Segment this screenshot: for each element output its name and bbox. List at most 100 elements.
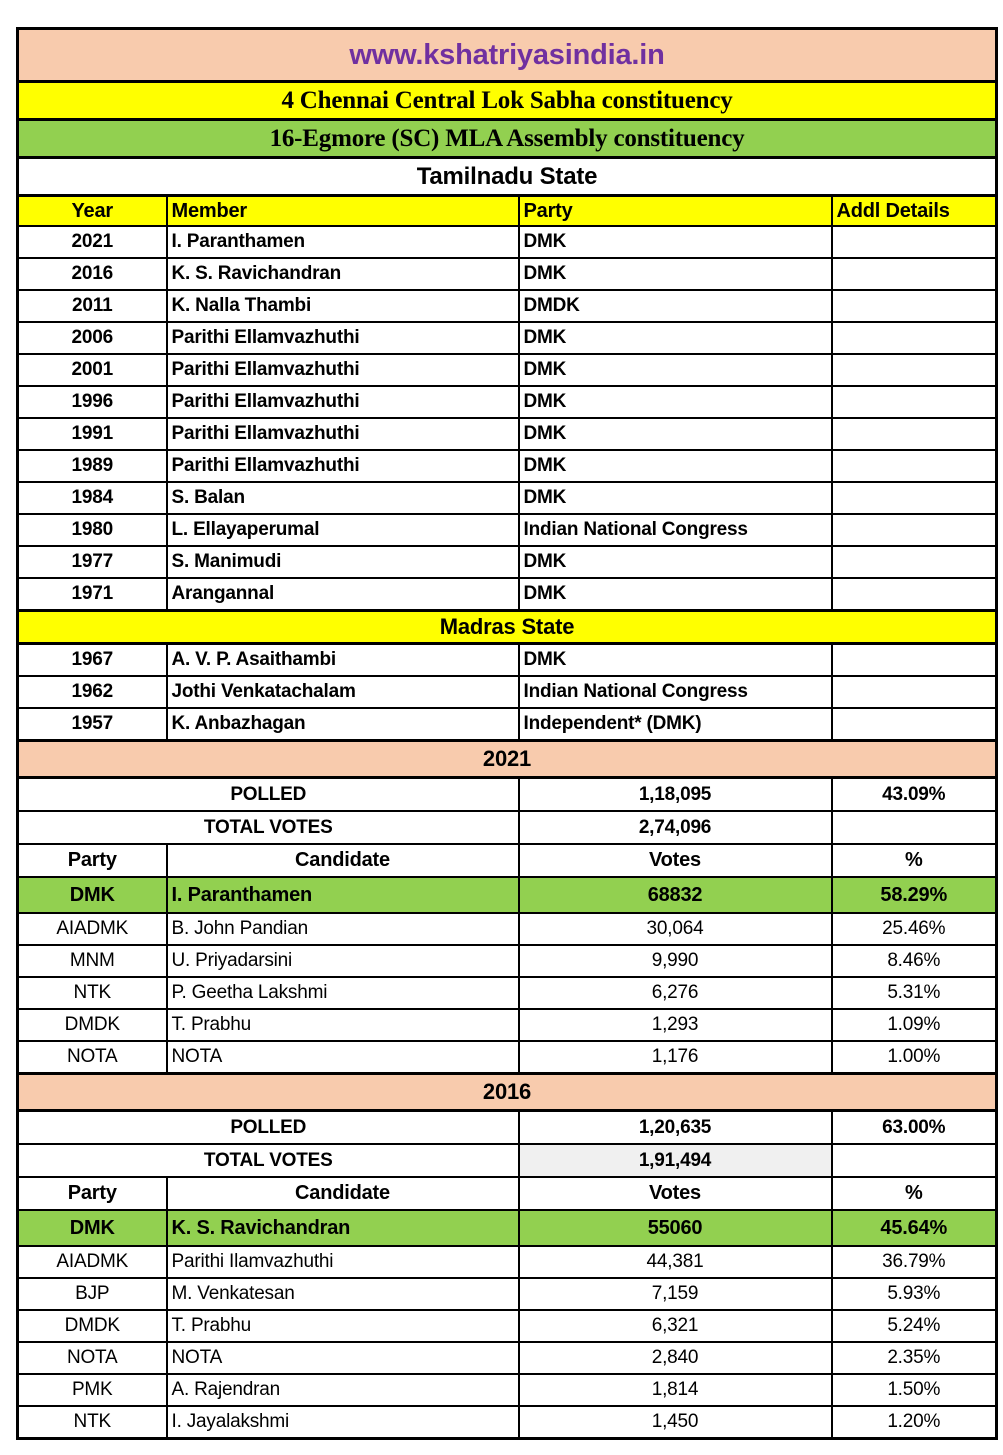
party-col-header: Party — [16, 1176, 168, 1211]
site-url-banner: www.kshatriyasindia.in — [16, 27, 998, 83]
cell — [830, 642, 998, 677]
cell: NOTA — [165, 1040, 520, 1075]
result-row: NTK P. Geetha Lakshmi 6,276 5.31% — [16, 976, 998, 1010]
cell: A. Rajendran — [165, 1373, 520, 1407]
cell: 6,276 — [517, 976, 833, 1010]
result-row: DMDK T. Prabhu 1,293 1.09% — [16, 1008, 998, 1042]
cell: 2006 — [16, 321, 168, 355]
cell: Indian National Congress — [517, 675, 833, 709]
cell: Independent* (DMK) — [517, 707, 833, 742]
polled-row-2016: POLLED 1,20,635 63.00% — [16, 1109, 998, 1145]
cell — [830, 353, 998, 387]
votes-col-header: Votes — [517, 843, 833, 878]
cell: 2021 — [16, 225, 168, 259]
cell: B. John Pandian — [165, 912, 520, 946]
winner-party: DMK — [16, 876, 168, 914]
cell: 1980 — [16, 513, 168, 547]
cell: 1984 — [16, 481, 168, 515]
cell: 1.00% — [830, 1040, 998, 1075]
cell: 2.35% — [830, 1341, 998, 1375]
member-row: 2021 I. Paranthamen DMK — [16, 225, 998, 259]
cell: DMDK — [16, 1309, 168, 1343]
winner-pct: 58.29% — [830, 876, 998, 914]
member-row: 1996 Parithi Ellamvazhuthi DMK — [16, 385, 998, 419]
cell: DMDK — [517, 289, 833, 323]
cell: 30,064 — [517, 912, 833, 946]
cell — [830, 675, 998, 709]
banner-row: www.kshatriyasindia.in — [16, 27, 998, 83]
cell: 44,381 — [517, 1245, 833, 1279]
cell: K. Nalla Thambi — [165, 289, 520, 323]
result-row: PMK A. Rajendran 1,814 1.50% — [16, 1373, 998, 1407]
cell — [830, 513, 998, 547]
polled-row-2021: POLLED 1,18,095 43.09% — [16, 776, 998, 812]
cell: 9,990 — [517, 944, 833, 978]
winner-pct: 45.64% — [830, 1209, 998, 1247]
member-row: 1991 Parithi Ellamvazhuthi DMK — [16, 417, 998, 451]
cell — [830, 481, 998, 515]
cell: NTK — [16, 976, 168, 1010]
cell: A. V. P. Asaithambi — [165, 642, 520, 677]
cell — [830, 577, 998, 612]
total-votes-value: 1,91,494 — [517, 1143, 833, 1178]
cell: I. Jayalakshmi — [165, 1405, 520, 1440]
total-votes-pct-empty — [830, 810, 998, 845]
madras-state-title: Madras State — [16, 609, 998, 645]
cell: 1.09% — [830, 1008, 998, 1042]
total-votes-row-2016: TOTAL VOTES 1,91,494 — [16, 1143, 998, 1178]
cell: 1.20% — [830, 1405, 998, 1440]
constituency-table: www.kshatriyasindia.in 4 Chennai Central… — [16, 27, 998, 1440]
cell: DMK — [517, 642, 833, 677]
cell — [830, 417, 998, 451]
total-votes-label: TOTAL VOTES — [16, 1143, 520, 1178]
cell: 5.31% — [830, 976, 998, 1010]
cell — [830, 225, 998, 259]
member-row: 2016 K. S. Ravichandran DMK — [16, 257, 998, 291]
cell: DMK — [517, 449, 833, 483]
result-row: DMDK T. Prabhu 6,321 5.24% — [16, 1309, 998, 1343]
cell: 1996 — [16, 385, 168, 419]
cell — [830, 289, 998, 323]
total-votes-row-2021: TOTAL VOTES 2,74,096 — [16, 810, 998, 845]
member-row: 1989 Parithi Ellamvazhuthi DMK — [16, 449, 998, 483]
polled-pct: 43.09% — [830, 776, 998, 812]
cell: 2016 — [16, 257, 168, 291]
result-row: BJP M. Venkatesan 7,159 5.93% — [16, 1277, 998, 1311]
cell: 5.93% — [830, 1277, 998, 1311]
cell: 2001 — [16, 353, 168, 387]
cell: Parithi Ilamvazhuthi — [165, 1245, 520, 1279]
member-row: 1984 S. Balan DMK — [16, 481, 998, 515]
cell — [830, 385, 998, 419]
cell: P. Geetha Lakshmi — [165, 976, 520, 1010]
cell — [830, 321, 998, 355]
tamilnadu-state-row: Tamilnadu State — [16, 156, 998, 197]
results-header-row-2016: Party Candidate Votes % — [16, 1176, 998, 1211]
cell: DMK — [517, 577, 833, 612]
cell: 5.24% — [830, 1309, 998, 1343]
cell: 1,176 — [517, 1040, 833, 1075]
polled-votes: 1,20,635 — [517, 1109, 833, 1145]
lok-sabha-title: 4 Chennai Central Lok Sabha constituency — [16, 80, 998, 121]
cell: DMK — [517, 225, 833, 259]
cell: 1977 — [16, 545, 168, 579]
cell: T. Prabhu — [165, 1309, 520, 1343]
cell — [830, 545, 998, 579]
cell: DMK — [517, 321, 833, 355]
cell: 6,321 — [517, 1309, 833, 1343]
cell: 25.46% — [830, 912, 998, 946]
cell: 1.50% — [830, 1373, 998, 1407]
member-row: 1962 Jothi Venkatachalam Indian National C… — [16, 675, 998, 709]
election-year-2021: 2021 — [16, 739, 998, 779]
cell: BJP — [16, 1277, 168, 1311]
cell: Parithi Ellamvazhuthi — [165, 321, 520, 355]
cell: DMK — [517, 545, 833, 579]
result-row: NOTA NOTA 1,176 1.00% — [16, 1040, 998, 1075]
cell: DMK — [517, 257, 833, 291]
result-row: MNM U. Priyadarsini 9,990 8.46% — [16, 944, 998, 978]
cell: Parithi Ellamvazhuthi — [165, 417, 520, 451]
cell: 2011 — [16, 289, 168, 323]
cell: NOTA — [16, 1040, 168, 1075]
winner-row-2016: DMK K. S. Ravichandran 55060 45.64% — [16, 1209, 998, 1247]
members-header-row: Year Member Party Addl Details — [16, 194, 998, 227]
member-row: 2006 Parithi Ellamvazhuthi DMK — [16, 321, 998, 355]
